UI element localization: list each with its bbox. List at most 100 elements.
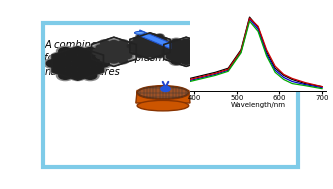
Circle shape	[169, 57, 183, 65]
Circle shape	[99, 57, 111, 64]
Circle shape	[166, 54, 176, 60]
Circle shape	[159, 37, 167, 42]
Circle shape	[136, 53, 145, 58]
Circle shape	[196, 44, 206, 50]
Circle shape	[144, 41, 150, 45]
Circle shape	[156, 53, 164, 58]
Circle shape	[160, 48, 173, 56]
Circle shape	[144, 47, 150, 51]
Circle shape	[144, 35, 150, 38]
Circle shape	[59, 48, 72, 55]
Circle shape	[63, 52, 80, 62]
Circle shape	[150, 35, 157, 38]
Circle shape	[204, 50, 226, 63]
Circle shape	[108, 40, 120, 47]
Circle shape	[50, 65, 68, 74]
Circle shape	[149, 47, 158, 52]
Circle shape	[157, 35, 163, 38]
Circle shape	[166, 44, 176, 50]
Circle shape	[181, 39, 191, 45]
Circle shape	[137, 47, 144, 51]
Circle shape	[186, 54, 196, 60]
Circle shape	[211, 57, 233, 70]
Circle shape	[57, 46, 74, 56]
Circle shape	[143, 34, 151, 39]
Circle shape	[118, 58, 127, 63]
Circle shape	[189, 38, 203, 46]
Circle shape	[121, 53, 133, 60]
Circle shape	[181, 58, 191, 64]
Circle shape	[133, 43, 142, 48]
Circle shape	[163, 47, 169, 51]
Circle shape	[105, 45, 114, 50]
Circle shape	[179, 48, 193, 56]
Circle shape	[221, 51, 238, 61]
Circle shape	[108, 48, 120, 55]
Circle shape	[75, 52, 93, 62]
Circle shape	[88, 65, 105, 74]
Circle shape	[133, 50, 142, 55]
Circle shape	[136, 47, 145, 52]
Circle shape	[114, 45, 123, 50]
Circle shape	[169, 38, 183, 46]
Circle shape	[191, 39, 201, 45]
Circle shape	[88, 52, 105, 62]
Circle shape	[131, 41, 137, 45]
Polygon shape	[52, 47, 104, 80]
Circle shape	[150, 47, 157, 51]
Circle shape	[137, 35, 144, 38]
Circle shape	[99, 40, 111, 47]
Circle shape	[226, 57, 248, 70]
Circle shape	[157, 41, 163, 45]
Circle shape	[162, 47, 171, 52]
Circle shape	[101, 49, 110, 54]
Circle shape	[118, 41, 127, 46]
Circle shape	[108, 57, 120, 64]
Circle shape	[84, 72, 97, 79]
Circle shape	[181, 49, 191, 55]
Circle shape	[109, 58, 119, 63]
Circle shape	[101, 41, 110, 46]
Circle shape	[99, 48, 111, 55]
Circle shape	[153, 38, 160, 41]
Circle shape	[81, 58, 99, 68]
Circle shape	[171, 39, 181, 45]
Circle shape	[149, 34, 158, 39]
Circle shape	[150, 54, 157, 57]
Circle shape	[126, 43, 135, 48]
Circle shape	[194, 43, 208, 51]
Polygon shape	[130, 33, 170, 59]
Circle shape	[117, 57, 129, 64]
Circle shape	[53, 54, 66, 61]
Circle shape	[139, 37, 148, 42]
Ellipse shape	[137, 86, 189, 99]
Ellipse shape	[135, 31, 145, 34]
Circle shape	[114, 53, 123, 59]
Ellipse shape	[137, 100, 189, 111]
Circle shape	[134, 38, 140, 41]
Circle shape	[149, 53, 158, 58]
Circle shape	[109, 49, 119, 54]
Circle shape	[147, 44, 153, 48]
Circle shape	[65, 66, 78, 73]
Polygon shape	[196, 47, 248, 80]
Circle shape	[157, 47, 163, 51]
Circle shape	[59, 72, 72, 79]
Circle shape	[191, 49, 201, 55]
Circle shape	[75, 65, 93, 74]
Circle shape	[109, 41, 119, 46]
Circle shape	[152, 37, 161, 42]
Circle shape	[196, 57, 219, 70]
Text: A combined size sorting strategy
for monodisperse plasmonic
nanostructures: A combined size sorting strategy for mon…	[44, 40, 209, 77]
Circle shape	[78, 54, 91, 61]
Circle shape	[81, 46, 99, 56]
Circle shape	[206, 66, 223, 75]
Circle shape	[146, 37, 155, 42]
Polygon shape	[164, 37, 208, 66]
Circle shape	[125, 48, 138, 55]
Circle shape	[160, 38, 166, 41]
Circle shape	[103, 44, 116, 51]
Circle shape	[143, 53, 151, 58]
Circle shape	[206, 51, 223, 61]
Circle shape	[136, 34, 145, 39]
